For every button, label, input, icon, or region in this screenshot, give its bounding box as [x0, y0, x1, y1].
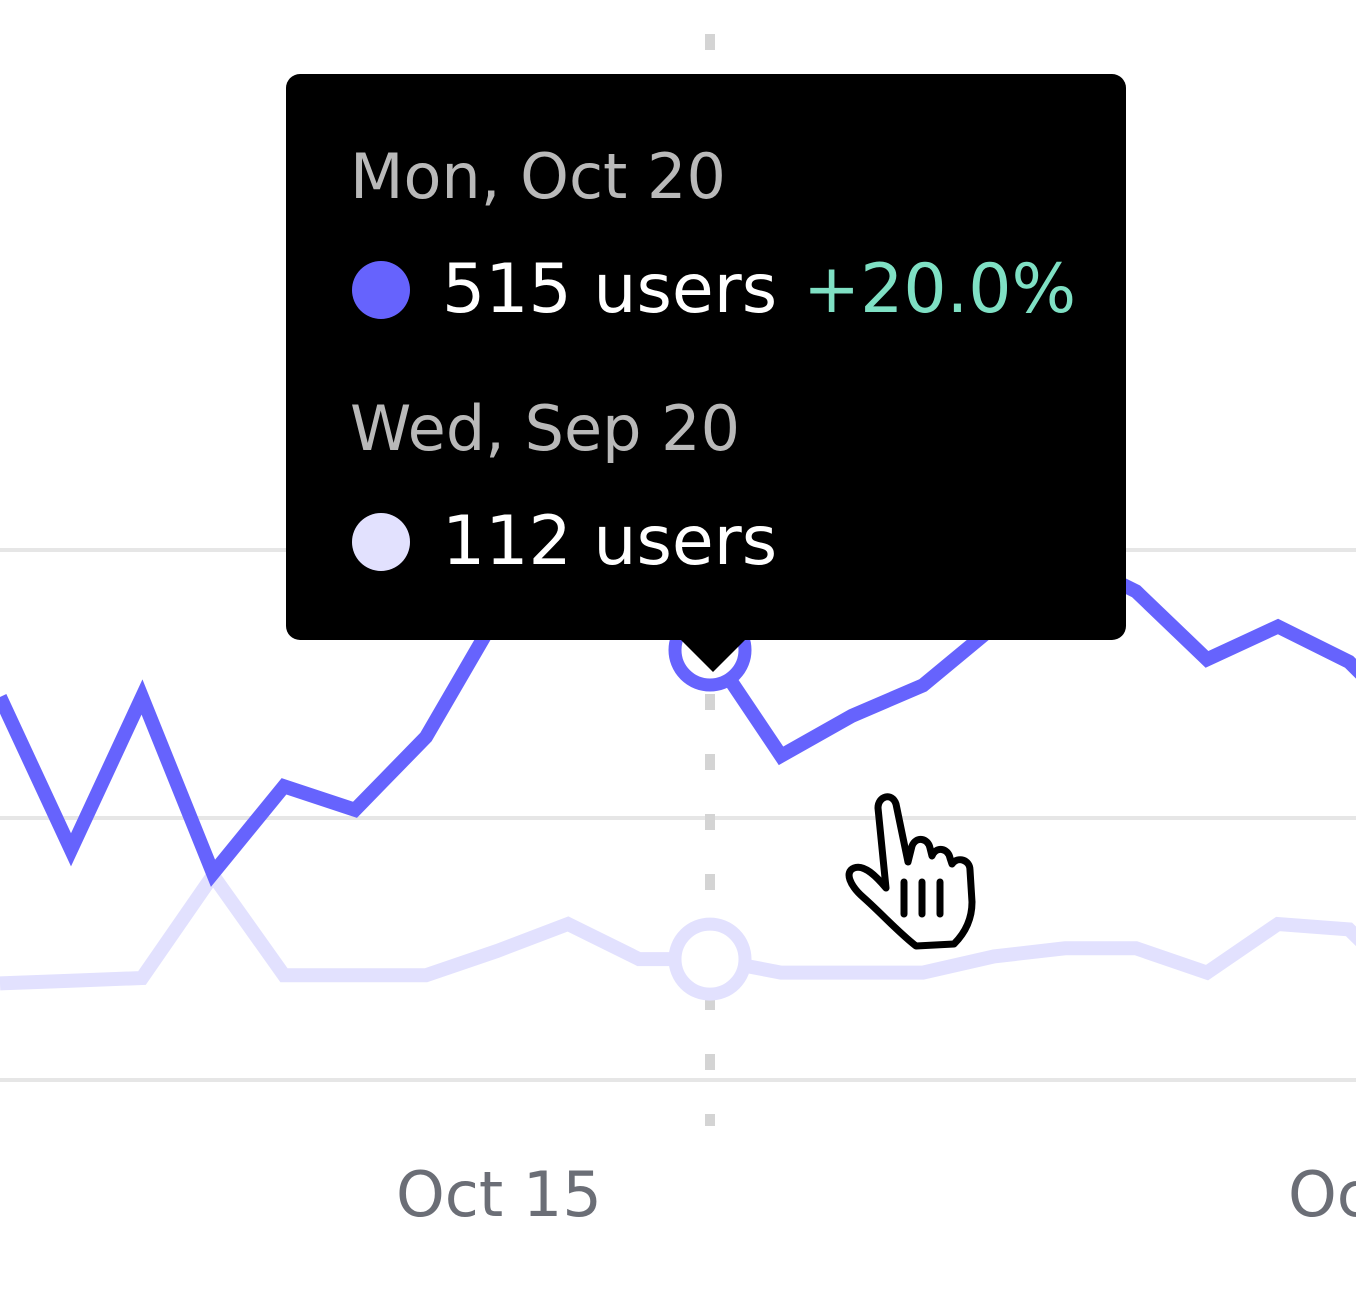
previous-series-dot-icon [352, 513, 410, 571]
tooltip-arrow [673, 632, 753, 672]
tooltip-previous-value: 112 users [442, 502, 778, 581]
hover-tooltip: Mon, Oct 20 515 users +20.0% Wed, Sep 20… [286, 74, 1126, 640]
x-axis-ticks: Oct 15 Oc [396, 1158, 1356, 1231]
x-tick-label: Oct 15 [396, 1158, 602, 1231]
tooltip-previous-row: 112 users [352, 508, 777, 576]
tooltip-current-row: 515 users +20.0% [352, 256, 1076, 324]
x-tick-label: Oc [1288, 1158, 1356, 1231]
tooltip-current-date: Mon, Oct 20 [350, 140, 726, 213]
hand-pointer-cursor-icon [845, 793, 976, 950]
tooltip-current-delta: +20.0% [803, 250, 1077, 329]
current-period-line [0, 547, 1356, 887]
previous-hover-point [668, 917, 752, 1001]
current-series-dot-icon [352, 261, 410, 319]
previous-period-line [0, 863, 1356, 991]
tooltip-previous-date: Wed, Sep 20 [350, 392, 741, 465]
series-layer [0, 547, 1356, 991]
tooltip-current-value: 515 users [442, 250, 778, 329]
